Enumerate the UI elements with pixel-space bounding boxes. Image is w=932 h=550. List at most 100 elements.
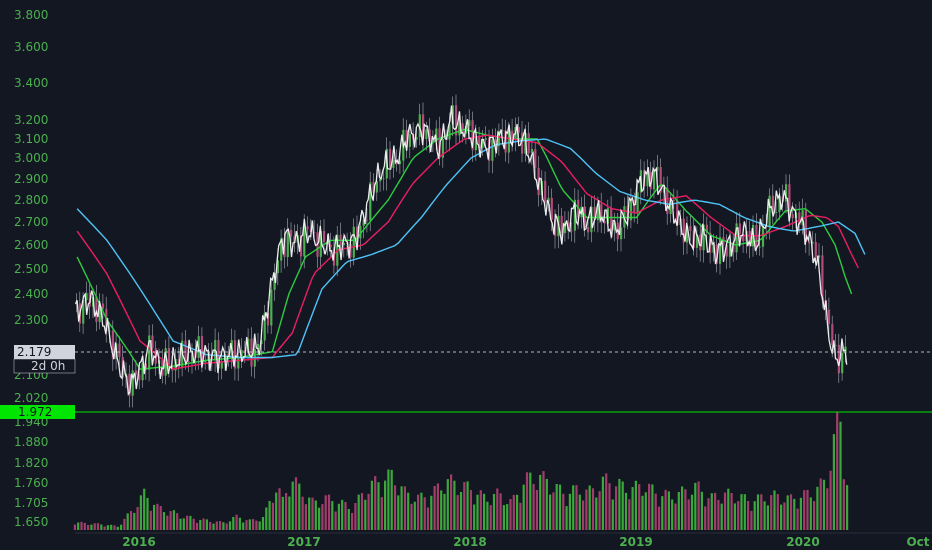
candle-body [587,227,590,233]
candle-body [742,234,745,242]
volume-bar [671,499,674,530]
candle-body [748,231,751,247]
candle-body [507,130,510,153]
price-tick-label: 3.400 [14,76,48,90]
volume-bar [549,494,552,530]
candle-body [735,223,738,253]
volume-bar [337,503,340,530]
candle-body [319,230,322,257]
candle-body [527,133,530,154]
candle-body [240,350,243,357]
candle-body [273,273,276,290]
volume-bar [796,508,799,530]
candle-body [266,313,270,326]
candle-body [484,138,487,140]
time-axis[interactable]: 2016 2017 2018 2019 2020 Oct [75,532,932,549]
volume-bar [575,485,578,530]
countdown-tag [13,358,76,374]
volume-bar [661,496,664,530]
volume-bar [166,515,169,530]
volume-bar [281,496,284,530]
candle-body [613,222,616,231]
candle-body [686,225,689,243]
volume-bar [113,525,116,530]
volume-bar [189,515,192,530]
candle-body [95,296,98,322]
volume-bar [275,492,278,530]
volume-bar [423,497,426,530]
candle-body [375,181,378,193]
volume-bar [90,524,93,530]
candle-body [563,222,567,233]
time-tick-label: 2017 [287,535,320,549]
candle-body [177,359,180,368]
volume-bar [374,476,377,530]
volume-bar [720,503,723,530]
volume-bar [714,492,717,530]
candle-body [204,360,207,363]
volume-bar [278,488,281,530]
volume-bar [697,481,700,530]
volume-bar [648,483,651,530]
volume-bar [149,510,152,530]
candle-body [798,212,801,225]
candle-body [719,237,722,264]
candle-body [811,242,814,244]
candle-body [299,235,303,257]
volume-bar [766,505,769,530]
volume-bar [242,522,245,530]
volume-bar [450,474,453,530]
candle-body [138,374,141,381]
candle-body [606,208,609,224]
volume-bar [433,486,436,530]
candle-body [659,166,662,193]
volume-bar [552,492,555,530]
candle-body [352,226,355,258]
volume-bar [360,493,364,530]
candle-body [101,303,105,309]
volume-bar [789,494,793,530]
volume-bar [786,495,789,530]
volume-bar [522,484,525,530]
volume-bar [690,494,694,530]
candle-body [151,335,154,349]
level-line-layer[interactable] [75,351,932,413]
candle-body [818,255,821,258]
price-tick-label: 2.700 [14,215,48,229]
candle-body [775,212,778,213]
volume-bar [463,482,466,530]
volume-bar [195,522,199,530]
volume-bar [136,507,139,530]
volume-bar [354,503,357,530]
volume-bar [271,502,274,530]
price-axis[interactable]: 3.800 3.600 3.400 3.200 3.100 3.000 2.900 2.800… [14,8,48,529]
price-tick-label: 3.100 [14,132,48,146]
candle-body [550,197,553,220]
volume-bar [327,494,331,530]
volume-bar [539,474,542,530]
volume-bar [565,506,568,530]
candle-body [610,208,613,231]
volume-bar [110,524,113,530]
candle-body [184,340,187,362]
volume-bar [710,493,713,530]
candle-body [837,344,840,374]
price-tick-label: 1.820 [14,456,48,470]
candle-body [702,224,705,251]
volume-bar [311,497,314,530]
volume-bar [347,509,350,530]
volume-bar [308,497,311,530]
candle-body [788,184,791,215]
candle-body [682,218,685,243]
candle-body [191,350,194,362]
volume-bar [585,489,588,530]
price-tick-label: 2.600 [14,238,48,252]
candle-body [286,229,289,258]
candle-body [497,131,501,147]
candle-body [521,132,524,154]
volume-bar [123,518,126,530]
volume-bar [116,526,119,530]
candle-body [841,353,844,374]
candle-body [600,204,603,222]
